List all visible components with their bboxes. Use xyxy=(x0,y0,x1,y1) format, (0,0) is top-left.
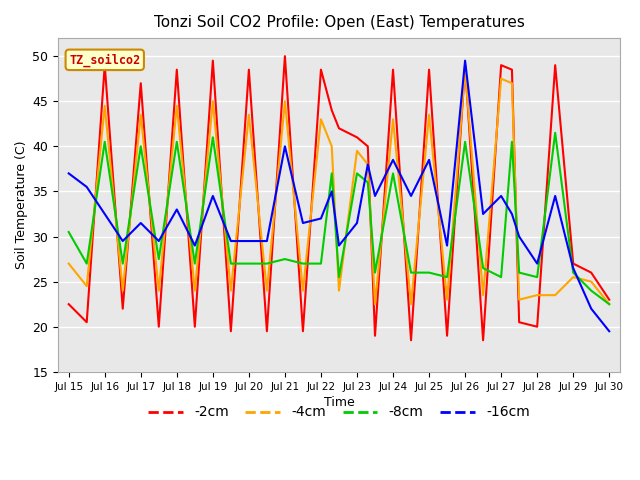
Text: TZ_soilco2: TZ_soilco2 xyxy=(69,53,140,67)
Y-axis label: Soil Temperature (C): Soil Temperature (C) xyxy=(15,141,28,269)
Legend: -2cm, -4cm, -8cm, -16cm: -2cm, -4cm, -8cm, -16cm xyxy=(143,400,535,425)
X-axis label: Time: Time xyxy=(324,396,355,408)
Title: Tonzi Soil CO2 Profile: Open (East) Temperatures: Tonzi Soil CO2 Profile: Open (East) Temp… xyxy=(154,15,524,30)
